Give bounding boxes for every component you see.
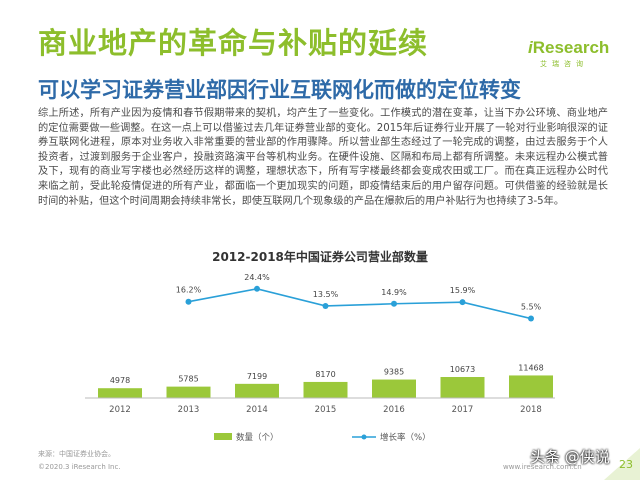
- bar-value-label-2018: 11468: [518, 363, 543, 372]
- x-tick-label-2014: 2014: [246, 405, 268, 415]
- logo-main-text: Research: [532, 38, 610, 57]
- growth-point-2015: [322, 302, 329, 309]
- bar-2015: [303, 381, 348, 398]
- bar-value-label-2016: 9385: [384, 368, 404, 377]
- bar-2016: [372, 379, 416, 398]
- iresearch-logo: iResearch 艾瑞咨询: [528, 38, 614, 69]
- logo-wordmark: iResearch: [528, 38, 614, 58]
- x-tick-label-2015: 2015: [315, 405, 337, 415]
- legend-bar-swatch: [214, 433, 232, 440]
- growth-line-group: 16.2% 24.4% 13.5% 14.9% 15.9% 5.5%: [176, 273, 542, 322]
- legend-bar-label: 数量（个）: [236, 432, 279, 443]
- corner-triangle-icon: [604, 448, 640, 480]
- growth-label-2015: 13.5%: [313, 290, 339, 299]
- copyright: ©2020.3 iResearch Inc.: [38, 463, 121, 471]
- bar-2013: [166, 386, 211, 398]
- legend-line-label: 增长率（%）: [380, 432, 431, 443]
- bar-2014: [235, 383, 279, 398]
- x-tick-label-2016: 2016: [383, 405, 405, 415]
- chart-legend: 数量（个） 增长率（%）: [214, 432, 431, 443]
- growth-label-2013: 16.2%: [176, 286, 202, 295]
- logo-subtitle: 艾瑞咨询: [540, 60, 588, 68]
- growth-point-2013: [185, 298, 192, 305]
- growth-label-2014: 24.4%: [244, 273, 270, 282]
- page-subtitle: 可以学习证券营业部因行业互联网化而做的定位转变: [38, 78, 521, 102]
- bar-value-label-2013: 5785: [178, 375, 198, 384]
- logo-prefix: i: [528, 38, 533, 57]
- bar-2012: [98, 388, 142, 398]
- growth-point-2014: [254, 285, 260, 292]
- growth-label-2016: 14.9%: [381, 288, 407, 297]
- x-tick-labels: 2012 2013 2014 2015 2016 2017 2018: [109, 405, 542, 415]
- page-number: 23: [619, 458, 633, 471]
- growth-point-2018: [528, 315, 534, 322]
- source-note: 来源：中国证券业协会。: [38, 450, 115, 458]
- chart-title: 2012-2018年中国证券公司营业部数量: [212, 249, 428, 264]
- x-tick-label-2017: 2017: [452, 405, 474, 415]
- growth-label-2017: 15.9%: [450, 286, 476, 295]
- legend-line-marker: [361, 434, 367, 440]
- bar-2017: [440, 377, 485, 398]
- growth-label-2018: 5.5%: [521, 303, 542, 312]
- bar-value-label-2017: 10673: [450, 365, 475, 374]
- bar-value-label-2014: 7199: [247, 372, 267, 381]
- growth-point-2016: [391, 300, 397, 307]
- page-title: 商业地产的革命与补贴的延续: [38, 26, 429, 60]
- growth-point-2017: [459, 299, 466, 306]
- x-tick-label-2018: 2018: [520, 405, 542, 415]
- body-paragraph: 综上所述，所有产业因为疫情和春节假期带来的契机，均产生了一些变化。工作模式的潜在…: [38, 108, 608, 207]
- watermark: 头条 @侠说: [530, 448, 610, 466]
- bar-value-label-2012: 4978: [110, 376, 130, 385]
- bar-2018: [509, 375, 553, 398]
- x-tick-label-2013: 2013: [178, 405, 200, 415]
- growth-rate-line: [188, 287, 532, 320]
- website-url: www.iresearch.com.cn: [503, 463, 582, 471]
- bars-group: 4978 5785 7199 8170 9385 10673 11468: [98, 363, 553, 398]
- bar-value-label-2015: 8170: [315, 370, 335, 379]
- x-tick-label-2012: 2012: [109, 405, 131, 415]
